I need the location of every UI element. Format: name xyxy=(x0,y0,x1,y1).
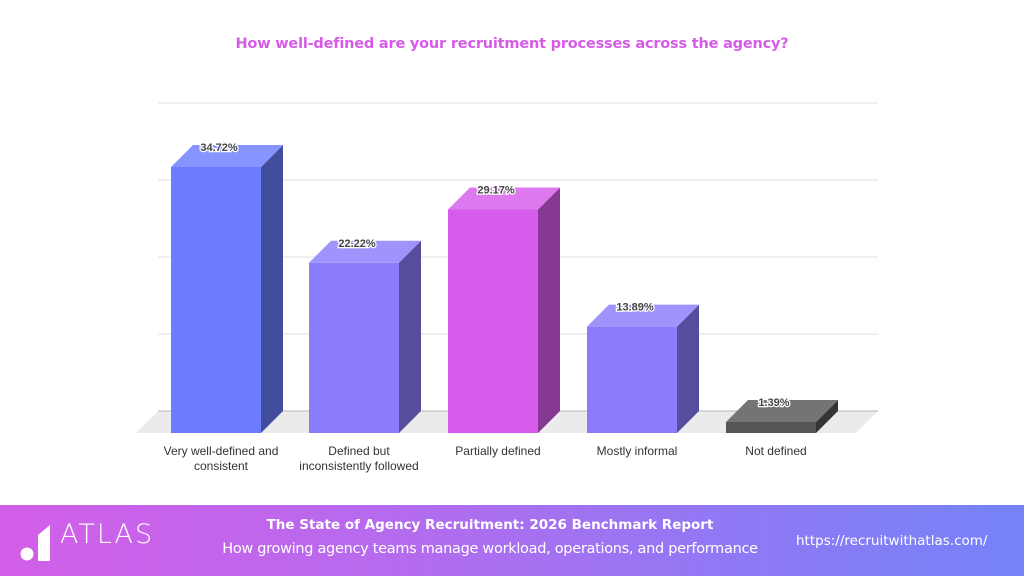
x-axis-label: Defined but inconsistently followed xyxy=(299,444,419,473)
bar-side xyxy=(816,400,838,433)
bar-value-label: 13.89% xyxy=(616,302,654,314)
bar-top xyxy=(171,145,283,167)
bar-top xyxy=(726,400,838,422)
bar-side xyxy=(677,304,699,433)
bar-front xyxy=(171,167,261,433)
bar-side xyxy=(538,187,560,433)
bar-value-label: 34.72% xyxy=(200,142,238,154)
bar-front xyxy=(587,326,677,433)
bar-top xyxy=(587,304,699,327)
bar-1: 34.72% xyxy=(171,141,283,433)
x-axis-label: Not defined xyxy=(745,444,807,458)
bar-2: 22.22% xyxy=(309,237,421,433)
report-title: The State of Agency Recruitment: 2026 Be… xyxy=(266,517,714,533)
bar-5: 1.39% xyxy=(726,396,838,433)
atlas-logo-icon xyxy=(20,523,54,561)
x-axis-label: Mostly informal xyxy=(596,444,678,458)
website-link[interactable]: https://recruitwithatlas.com/ xyxy=(796,533,988,549)
report-subtitle: How growing agency teams manage workload… xyxy=(222,541,758,557)
x-axis-label: Partially defined xyxy=(455,444,541,458)
bar-side xyxy=(399,240,421,433)
footer-banner: ATLAS The State of Agency Recruitment: 2… xyxy=(0,505,1024,576)
bar-top xyxy=(309,240,421,263)
bar-top xyxy=(448,187,560,210)
chart-title: How well-defined are your recruitment pr… xyxy=(235,36,789,52)
logo-text: ATLAS xyxy=(60,519,155,550)
bar-4: 13.89% xyxy=(587,300,699,433)
bar-front xyxy=(309,262,399,433)
bar-value-label: 29.17% xyxy=(477,185,515,197)
bar-side xyxy=(261,145,283,433)
bar-front xyxy=(726,422,816,433)
bar-value-label: 22.22% xyxy=(338,238,376,250)
bar-value-label: 1.39% xyxy=(758,397,789,409)
bar-chart: 34.72% 22.22% 29.17% 13.89% 1.39% xyxy=(136,102,878,433)
x-axis-label: Very well-defined and consistent xyxy=(163,444,279,473)
bar-front xyxy=(448,209,538,433)
bar-3: 29.17% xyxy=(448,183,560,433)
